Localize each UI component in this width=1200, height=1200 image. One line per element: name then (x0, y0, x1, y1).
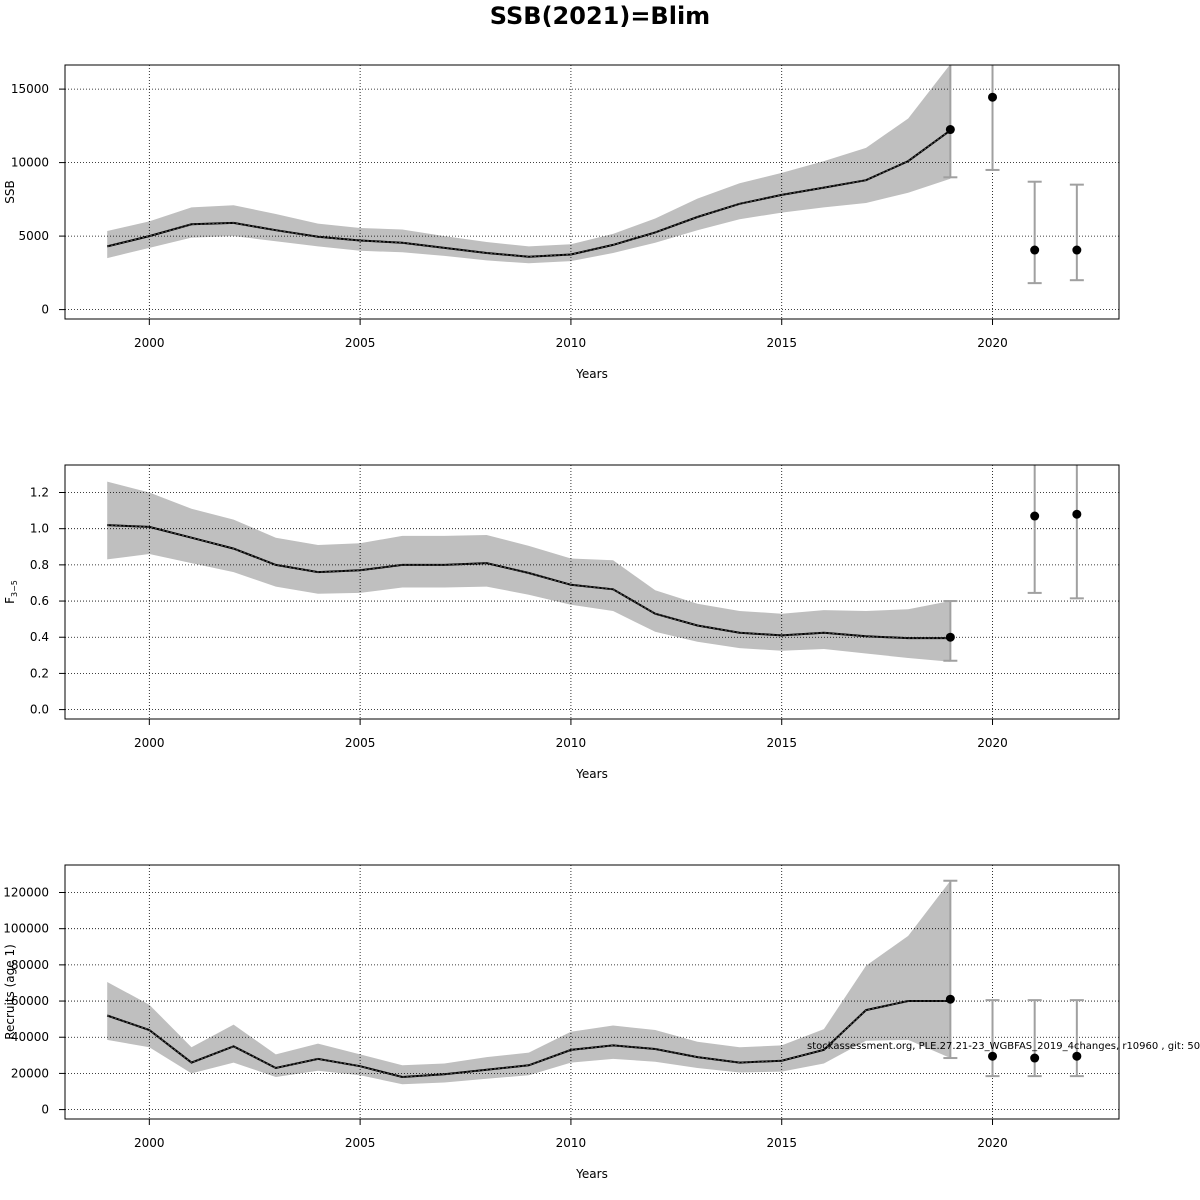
y-tick-label: 0.2 (30, 666, 49, 680)
y-tick-label: 1.0 (30, 522, 49, 536)
forecast-errorbar (1069, 465, 1084, 600)
y-tick-label: 120000 (3, 885, 49, 899)
y-tick-label: 0.0 (30, 703, 49, 717)
y-tick-label: 0.4 (30, 630, 49, 644)
page-title: SSB(2021)=Blim (489, 2, 711, 30)
y-axis-label: F3−5 (3, 580, 19, 604)
y-tick-label: 15000 (11, 82, 49, 96)
forecast-errorbar (943, 600, 958, 662)
x-tick-label: 2020 (977, 736, 1008, 750)
forecast-point (988, 1051, 998, 1061)
x-axis-label: Years (575, 767, 608, 781)
x-tick-label: 2010 (556, 336, 587, 350)
x-tick-label: 2020 (977, 1136, 1008, 1150)
x-tick-label: 2005 (345, 336, 376, 350)
fishing-mortality-panel: 2000 2005 2010 2015 2020 0.0 0.2 0.4 0.6 0.8 1.0 1.… (3, 464, 1120, 781)
y-axis-label: SSB (3, 180, 17, 203)
x-tick-label: 2015 (766, 1136, 797, 1150)
y-tick-label: 0.8 (30, 558, 49, 572)
forecast-point (945, 994, 955, 1004)
y-tick-label: 40000 (11, 1030, 49, 1044)
x-tick-label: 2015 (766, 736, 797, 750)
forecast-point (1072, 1051, 1082, 1061)
ssb-panel: 2000 2005 2010 2015 2020 0 5000 10000 15000 Years… (3, 64, 1120, 381)
y-tick-label: 60000 (11, 994, 49, 1008)
x-tick-label: 2000 (134, 336, 165, 350)
forecast-point (988, 92, 998, 102)
forecast-errorbar (1069, 999, 1084, 1078)
y-tick-label: 1.2 (30, 485, 49, 499)
recruitment-panel: 2000 2005 2010 2015 2020 0 20000 40000 60000 8000… (3, 864, 1120, 1181)
forecast-errorbar (985, 999, 1000, 1078)
x-tick-label: 2015 (766, 336, 797, 350)
forecast-point (945, 125, 955, 135)
confidence-band (107, 880, 951, 1085)
x-tick-label: 2000 (134, 1136, 165, 1150)
forecast-point (945, 632, 955, 642)
forecast-errorbar (943, 65, 958, 179)
forecast-errorbar (1027, 465, 1042, 594)
estimate-line-dotted (107, 129, 951, 258)
y-axis-label: Recruits (age 1) (3, 944, 17, 1040)
confidence-band (107, 65, 951, 264)
y-tick-label: 0 (41, 1103, 49, 1117)
y-tick-label: 0.6 (30, 594, 49, 608)
y-tick-label: 5000 (18, 229, 49, 243)
x-tick-label: 2010 (556, 1136, 587, 1150)
y-tick-label: 0 (41, 303, 49, 317)
forecast-point (1072, 245, 1082, 255)
estimate-line-dotted (107, 1000, 951, 1078)
y-tick-label: 10000 (11, 156, 49, 170)
y-tick-label: 80000 (11, 958, 49, 972)
forecast-point (1030, 511, 1040, 521)
forecast-point (1030, 245, 1040, 255)
estimate-line-dotted (107, 524, 951, 639)
x-tick-label: 2005 (345, 736, 376, 750)
x-axis-label: Years (575, 367, 608, 381)
x-tick-label: 2000 (134, 736, 165, 750)
forecast-errorbar (1069, 183, 1084, 282)
x-tick-label: 2005 (345, 1136, 376, 1150)
forecast-errorbar (1027, 999, 1042, 1078)
y-tick-label: 20000 (11, 1066, 49, 1080)
forecast-point (1072, 509, 1082, 519)
forecast-errorbar (943, 879, 958, 1060)
confidence-band (107, 481, 951, 662)
x-tick-label: 2020 (977, 336, 1008, 350)
forecast-errorbar (1027, 180, 1042, 285)
x-axis-label: Years (575, 1167, 608, 1181)
y-tick-label: 100000 (3, 922, 49, 936)
plot-frame (64, 864, 1120, 1120)
footnote-stamp: stockassessment.org, PLE.27.21-23_WGBFAS… (807, 1041, 1200, 1052)
plot-frame (64, 64, 1120, 320)
x-tick-label: 2010 (556, 736, 587, 750)
plot-frame (64, 464, 1120, 720)
forecast-point (1030, 1053, 1040, 1063)
